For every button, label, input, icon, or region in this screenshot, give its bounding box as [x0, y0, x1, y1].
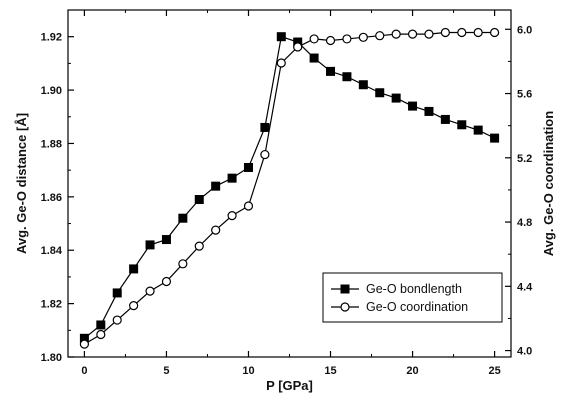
y-left-tick-label: 1.88: [41, 138, 62, 150]
data-point-ge-o-bondlength: [161, 235, 171, 245]
y-left-tick-label: 1.92: [41, 32, 62, 44]
data-point-ge-o-bondlength: [96, 320, 106, 330]
data-point-ge-o-bondlength: [211, 181, 221, 191]
data-point-ge-o-bondlength: [178, 213, 188, 223]
data-point-ge-o-bondlength: [227, 173, 237, 183]
y-right-tick-label: 4.0: [517, 346, 532, 358]
data-point-ge-o-bondlength: [112, 288, 122, 298]
x-tick-label: 0: [81, 365, 87, 377]
data-point-ge-o-bondlength: [194, 195, 204, 205]
y-left-tick-label: 1.80: [41, 352, 62, 364]
data-point-ge-o-coordination: [293, 42, 303, 52]
data-point-ge-o-coordination: [112, 315, 122, 325]
data-point-ge-o-coordination: [309, 34, 319, 44]
data-point-ge-o-coordination: [391, 29, 401, 39]
data-point-ge-o-bondlength: [440, 114, 450, 124]
data-point-ge-o-coordination: [457, 27, 467, 38]
data-point-ge-o-coordination: [96, 329, 106, 340]
legend-marker-coordination: [340, 302, 350, 312]
legend-marker-bondlength: [340, 284, 350, 294]
data-point-ge-o-bondlength: [243, 162, 253, 172]
data-point-ge-o-bondlength: [129, 264, 139, 274]
data-point-ge-o-bondlength: [457, 120, 467, 130]
y-right-tick-label: 5.2: [517, 153, 532, 165]
data-point-ge-o-bondlength: [326, 66, 336, 76]
series-layer: [79, 27, 500, 349]
data-point-ge-o-bondlength: [473, 125, 483, 135]
y-left-tick-label: 1.86: [41, 192, 62, 204]
data-point-ge-o-coordination: [473, 27, 483, 38]
data-point-ge-o-coordination: [424, 29, 434, 39]
y-right-tick-label: 4.8: [517, 217, 532, 229]
data-point-ge-o-coordination: [440, 27, 450, 38]
y-right-axis-title: Avg. Ge-O coordination: [541, 111, 556, 256]
y-right-tick-label: 6.0: [517, 24, 532, 36]
data-point-ge-o-coordination: [342, 34, 352, 44]
legend: Ge-O bondlength Ge-O coordination: [322, 272, 503, 323]
data-point-ge-o-coordination: [161, 276, 172, 287]
legend-box: [322, 272, 503, 323]
data-point-ge-o-coordination: [325, 35, 336, 46]
data-point-ge-o-coordination: [178, 259, 188, 269]
data-point-ge-o-bondlength: [375, 88, 385, 98]
data-point-ge-o-coordination: [211, 225, 221, 235]
data-point-ge-o-bondlength: [490, 133, 500, 143]
legend-label-coordination: Ge-O coordination: [366, 300, 468, 314]
data-point-ge-o-bondlength: [309, 53, 319, 63]
x-axis-title: P [GPa]: [266, 378, 313, 393]
data-point-ge-o-coordination: [489, 27, 500, 38]
y-right-tick-label: 5.6: [517, 89, 532, 101]
data-point-ge-o-coordination: [79, 339, 90, 349]
data-point-ge-o-bondlength: [424, 106, 434, 116]
data-point-ge-o-bondlength: [260, 122, 270, 132]
data-point-ge-o-coordination: [129, 300, 139, 311]
x-tick-label: 10: [242, 365, 254, 377]
legend-label-bondlength: Ge-O bondlength: [366, 282, 462, 296]
data-point-ge-o-coordination: [375, 31, 385, 41]
x-tick-label: 20: [406, 365, 418, 377]
y-left-tick-label: 1.82: [41, 299, 62, 311]
data-point-ge-o-coordination: [194, 241, 204, 251]
ticks-layer: 0 5 10 15 20 25 1.80 1.82 1.84 1.86 1.88 1.90 1.92 4.…: [41, 10, 533, 377]
x-tick-label: 25: [488, 365, 500, 377]
data-point-ge-o-coordination: [243, 201, 254, 211]
data-point-ge-o-coordination: [227, 211, 237, 221]
data-point-ge-o-coordination: [358, 32, 368, 42]
x-tick-label: 5: [163, 365, 169, 377]
data-point-ge-o-coordination: [145, 286, 155, 296]
y-left-tick-label: 1.90: [41, 85, 62, 97]
data-point-ge-o-bondlength: [145, 240, 155, 250]
y-left-axis-title: Avg. Ge-O distance [Å]: [14, 113, 29, 254]
data-point-ge-o-bondlength: [391, 93, 401, 103]
data-point-ge-o-bondlength: [358, 80, 368, 90]
data-point-ge-o-bondlength: [276, 32, 286, 42]
y-right-tick-label: 4.4: [517, 281, 533, 293]
data-point-ge-o-coordination: [260, 149, 270, 160]
data-point-ge-o-bondlength: [408, 101, 418, 111]
data-point-ge-o-coordination: [407, 29, 418, 39]
data-point-ge-o-bondlength: [342, 72, 352, 82]
y-left-tick-label: 1.84: [41, 245, 63, 257]
data-point-ge-o-coordination: [276, 58, 286, 68]
x-tick-label: 15: [324, 365, 336, 377]
